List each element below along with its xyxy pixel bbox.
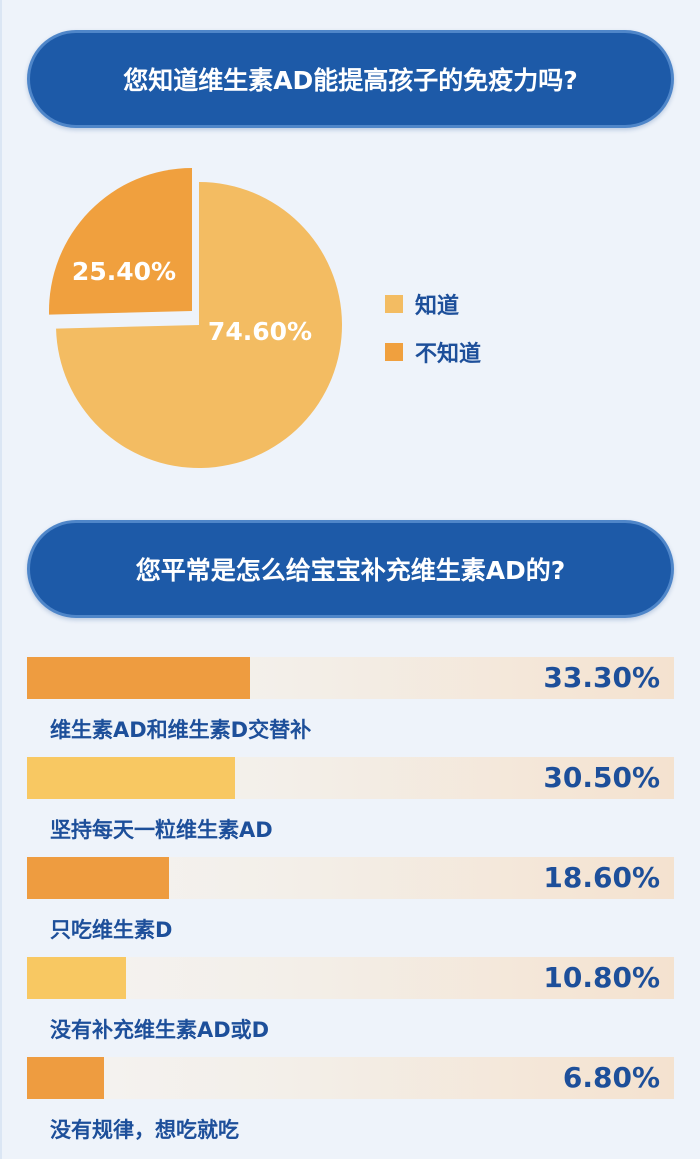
bar-value-label: 33.30% [543, 661, 660, 694]
bar-track: 33.30% [27, 657, 674, 699]
bar-category-label: 维生素AD和维生素D交替补 [50, 718, 312, 742]
pie-chart: 74.60% 25.40% [49, 168, 342, 469]
bar-value-label: 10.80% [543, 961, 660, 994]
bar-track: 6.80% [27, 1057, 674, 1099]
bar-category-label: 坚持每天一粒维生素AD [50, 818, 273, 842]
pie-data-label: 74.60% [208, 317, 312, 346]
legend-item-dont-know: 不知道 [385, 336, 481, 368]
bar-track: 30.50% [27, 757, 674, 799]
bar-value-label: 30.50% [543, 761, 660, 794]
legend-swatch [385, 343, 403, 361]
pie-slice-know [56, 182, 342, 469]
bar-track: 18.60% [27, 857, 674, 899]
legend-label: 知道 [415, 294, 460, 319]
bar [27, 857, 170, 899]
legend-item-know: 知道 [385, 288, 459, 320]
bar-track: 10.80% [27, 957, 674, 999]
pie-data-label: 25.40% [72, 257, 176, 286]
bar [27, 1057, 105, 1099]
bar-category-label: 没有补充维生素AD或D [50, 1018, 270, 1042]
question-2-title: 您平常是怎么给宝宝补充维生素AD的? [27, 520, 674, 618]
bar-value-label: 6.80% [562, 1061, 660, 1094]
bar-value-label: 18.60% [543, 861, 660, 894]
bar [27, 757, 235, 799]
legend-swatch [385, 295, 403, 313]
question-1-title: 您知道维生素AD能提高孩子的免疫力吗? [27, 30, 674, 128]
pie-slice-dont-know [49, 168, 193, 315]
legend-label: 不知道 [415, 342, 482, 367]
bar-category-label: 只吃维生素D [50, 918, 173, 942]
bar [27, 957, 127, 999]
bar [27, 657, 251, 699]
bar-category-label: 没有规律，想吃就吃 [50, 1118, 239, 1142]
